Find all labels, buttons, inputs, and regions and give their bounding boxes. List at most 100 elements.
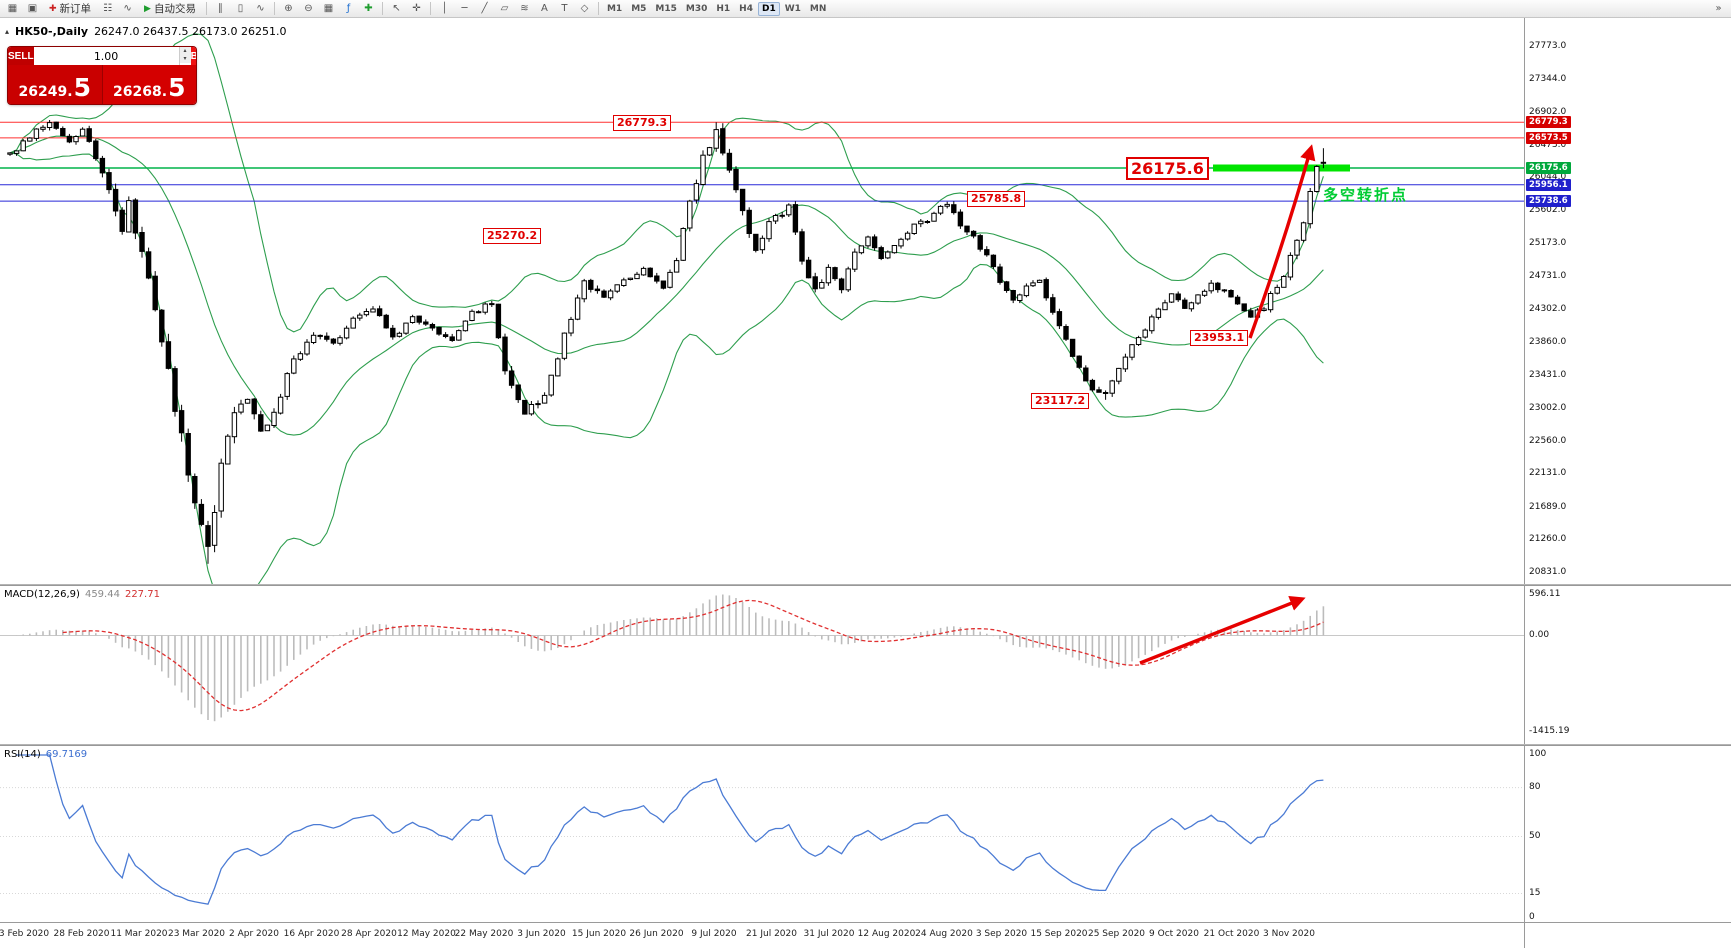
timeframe-m5-button[interactable]: M5 bbox=[627, 2, 650, 16]
timeframe-m5-button-label: M5 bbox=[631, 3, 647, 14]
zoom-in-button[interactable]: ⊕ bbox=[279, 1, 298, 16]
price-axis-label: 26473.0 bbox=[1529, 139, 1567, 150]
date-label: 21 Jul 2020 bbox=[746, 929, 797, 939]
vertical-line-tool-button-icon: │ bbox=[441, 3, 448, 14]
timeframe-mn-button[interactable]: MN bbox=[806, 2, 831, 16]
date-label: 15 Jun 2020 bbox=[571, 929, 627, 939]
price-axis-tag: 26779.3 bbox=[1526, 116, 1571, 129]
timeframe-m15-button-label: M15 bbox=[655, 3, 677, 14]
price-callout[interactable]: 26175.6 bbox=[1126, 157, 1209, 180]
timeframe-d1-button[interactable]: D1 bbox=[757, 1, 780, 16]
market-watch-button[interactable]: ☷ bbox=[98, 1, 117, 16]
text-tool-button-icon: A bbox=[541, 3, 548, 14]
symbol-period-label: HK50-,Daily bbox=[15, 25, 89, 38]
label-tool-button[interactable]: T bbox=[555, 1, 574, 16]
rsi-panel-separator[interactable] bbox=[0, 744, 1731, 746]
timeframe-m30-button-label: M30 bbox=[685, 3, 708, 14]
data-window-button[interactable]: ∿ bbox=[118, 1, 137, 16]
timeframe-w1-button-label: W1 bbox=[784, 3, 801, 14]
trendline-tool-button[interactable]: ╱ bbox=[475, 1, 494, 16]
volume-stepper: ▴ ▾ bbox=[33, 47, 191, 65]
candlesticks bbox=[7, 120, 1327, 564]
chart-profiles-button[interactable]: ▣ bbox=[23, 1, 42, 16]
tile-windows-button[interactable]: ▦ bbox=[319, 1, 338, 16]
timeframe-m1-button-label: M1 bbox=[606, 3, 623, 14]
fibonacci-tool-button-icon: ≋ bbox=[520, 3, 529, 14]
timeframe-h4-button-label: H4 bbox=[739, 3, 753, 14]
one-click-trading-panel: SELL ▴ ▾ BUY 26249.5 26268.5 bbox=[8, 47, 196, 104]
sell-price[interactable]: 26249. 5 bbox=[8, 65, 103, 104]
date-label: 3 Nov 2020 bbox=[1263, 929, 1315, 939]
timeframe-h1-button[interactable]: H1 bbox=[712, 2, 734, 16]
bullish-trend-arrow[interactable] bbox=[1248, 144, 1316, 339]
auto-trading-button[interactable]: ▶ 自动交易 bbox=[138, 1, 202, 16]
price-callout[interactable]: 25785.8 bbox=[967, 191, 1026, 207]
price-axis: 27773.0 27344.0 26902.0 26473.0 26044.0 25602… bbox=[1524, 18, 1731, 948]
toolbar-separator bbox=[273, 2, 275, 15]
rsi-indicator-label: RSI(14) 69.7169 bbox=[4, 749, 88, 760]
zoom-in-button-icon: ⊕ bbox=[284, 3, 293, 14]
price-callout[interactable]: 23953.1 bbox=[1190, 330, 1249, 346]
price-callout[interactable]: 26779.3 bbox=[613, 115, 672, 131]
rsi-axis-label: 50 bbox=[1529, 830, 1541, 841]
macd-trend-arrow[interactable] bbox=[1139, 596, 1306, 665]
timeframe-m30-button[interactable]: M30 bbox=[682, 2, 711, 16]
crosshair-tool-button[interactable]: ✛ bbox=[407, 1, 426, 16]
one-click-toggle-icon[interactable]: ▴ bbox=[5, 27, 10, 36]
price-axis-label: 25173.0 bbox=[1529, 238, 1567, 248]
horizontal-line-tool-button[interactable]: ─ bbox=[455, 1, 474, 16]
date-label: 9 Jul 2020 bbox=[691, 929, 737, 939]
bar-chart-button-icon: ∥ bbox=[217, 3, 223, 14]
date-label: 12 May 2020 bbox=[397, 929, 456, 939]
channel-tool-button[interactable]: ▱ bbox=[495, 1, 514, 16]
buy-price[interactable]: 26268. 5 bbox=[113, 73, 186, 102]
new-chart-button[interactable]: ▦ bbox=[3, 1, 22, 16]
turning-point-annotation[interactable]: 多空转折点 bbox=[1323, 186, 1409, 204]
shapes-tool-button[interactable]: ◇ bbox=[575, 1, 594, 16]
text-tool-button[interactable]: A bbox=[535, 1, 554, 16]
price-axis-label: 22131.0 bbox=[1529, 468, 1567, 479]
buy-button[interactable]: BUY bbox=[190, 47, 196, 65]
candlestick-chart-button[interactable]: ▯ bbox=[231, 1, 250, 16]
cursor-tool-button[interactable]: ↖ bbox=[387, 1, 406, 16]
toolbar-separator bbox=[429, 2, 431, 15]
vertical-line-tool-button[interactable]: │ bbox=[435, 1, 454, 16]
line-chart-button-icon: ∿ bbox=[256, 3, 265, 14]
macd-panel-separator[interactable] bbox=[0, 584, 1731, 586]
volume-down-icon[interactable]: ▾ bbox=[179, 55, 191, 63]
macd-indicator-label: MACD(12,26,9) 459.44 227.71 bbox=[4, 589, 160, 600]
key-level-highlight-bar[interactable] bbox=[1213, 164, 1350, 172]
fibonacci-tool-button[interactable]: ≋ bbox=[515, 1, 534, 16]
rsi-line bbox=[16, 754, 1324, 905]
date-label: 23 Mar 2020 bbox=[167, 929, 226, 939]
toolbar-overflow-button[interactable]: » bbox=[1709, 1, 1728, 16]
price-callout[interactable]: 23117.2 bbox=[1031, 393, 1090, 409]
volume-input[interactable] bbox=[33, 47, 179, 65]
macd-axis-label: 0.00 bbox=[1529, 629, 1550, 640]
indicators-list-button-icon: ƒ bbox=[346, 3, 351, 14]
bar-chart-button[interactable]: ∥ bbox=[211, 1, 230, 16]
zoom-out-button[interactable]: ⊖ bbox=[299, 1, 318, 16]
new-order-button-icon: ✚ bbox=[49, 3, 57, 14]
date-label: 3 Jun 2020 bbox=[517, 929, 566, 939]
volume-up-icon[interactable]: ▴ bbox=[179, 47, 191, 55]
line-chart-button[interactable]: ∿ bbox=[251, 1, 270, 16]
timeframe-h4-button[interactable]: H4 bbox=[735, 2, 757, 16]
price-axis-tag: 25956.1 bbox=[1526, 178, 1571, 191]
sell-button[interactable]: SELL bbox=[8, 47, 34, 65]
price-axis-label: 26044.0 bbox=[1529, 172, 1567, 182]
timeframe-m1-button[interactable]: M1 bbox=[603, 2, 626, 16]
macd-axis-label: 596.11 bbox=[1529, 588, 1561, 599]
price-axis-label: 27773.0 bbox=[1529, 41, 1567, 51]
indicators-list-button[interactable]: ƒ bbox=[339, 1, 358, 16]
tile-windows-button-icon: ▦ bbox=[323, 3, 334, 14]
timeframe-w1-button[interactable]: W1 bbox=[781, 2, 805, 16]
toolbar: ▦ ▣ ✚ 新订单 ☷ ∿ ▶ 自动交易 ∥ ▯ ∿ ⊕ ⊖ ▦ ƒ ✚ ↖ ✛ │ ─ ╱ ▱ ≋ A T ◇ M1 M5 M15 M3… bbox=[0, 0, 1731, 18]
price-callout[interactable]: 25270.2 bbox=[483, 228, 542, 244]
add-indicator-button[interactable]: ✚ bbox=[359, 1, 378, 16]
new-order-button[interactable]: ✚ 新订单 bbox=[43, 1, 97, 16]
label-tool-button-icon: T bbox=[561, 3, 568, 14]
rsi-axis-label: 0 bbox=[1529, 912, 1535, 922]
timeframe-m15-button[interactable]: M15 bbox=[651, 2, 680, 16]
